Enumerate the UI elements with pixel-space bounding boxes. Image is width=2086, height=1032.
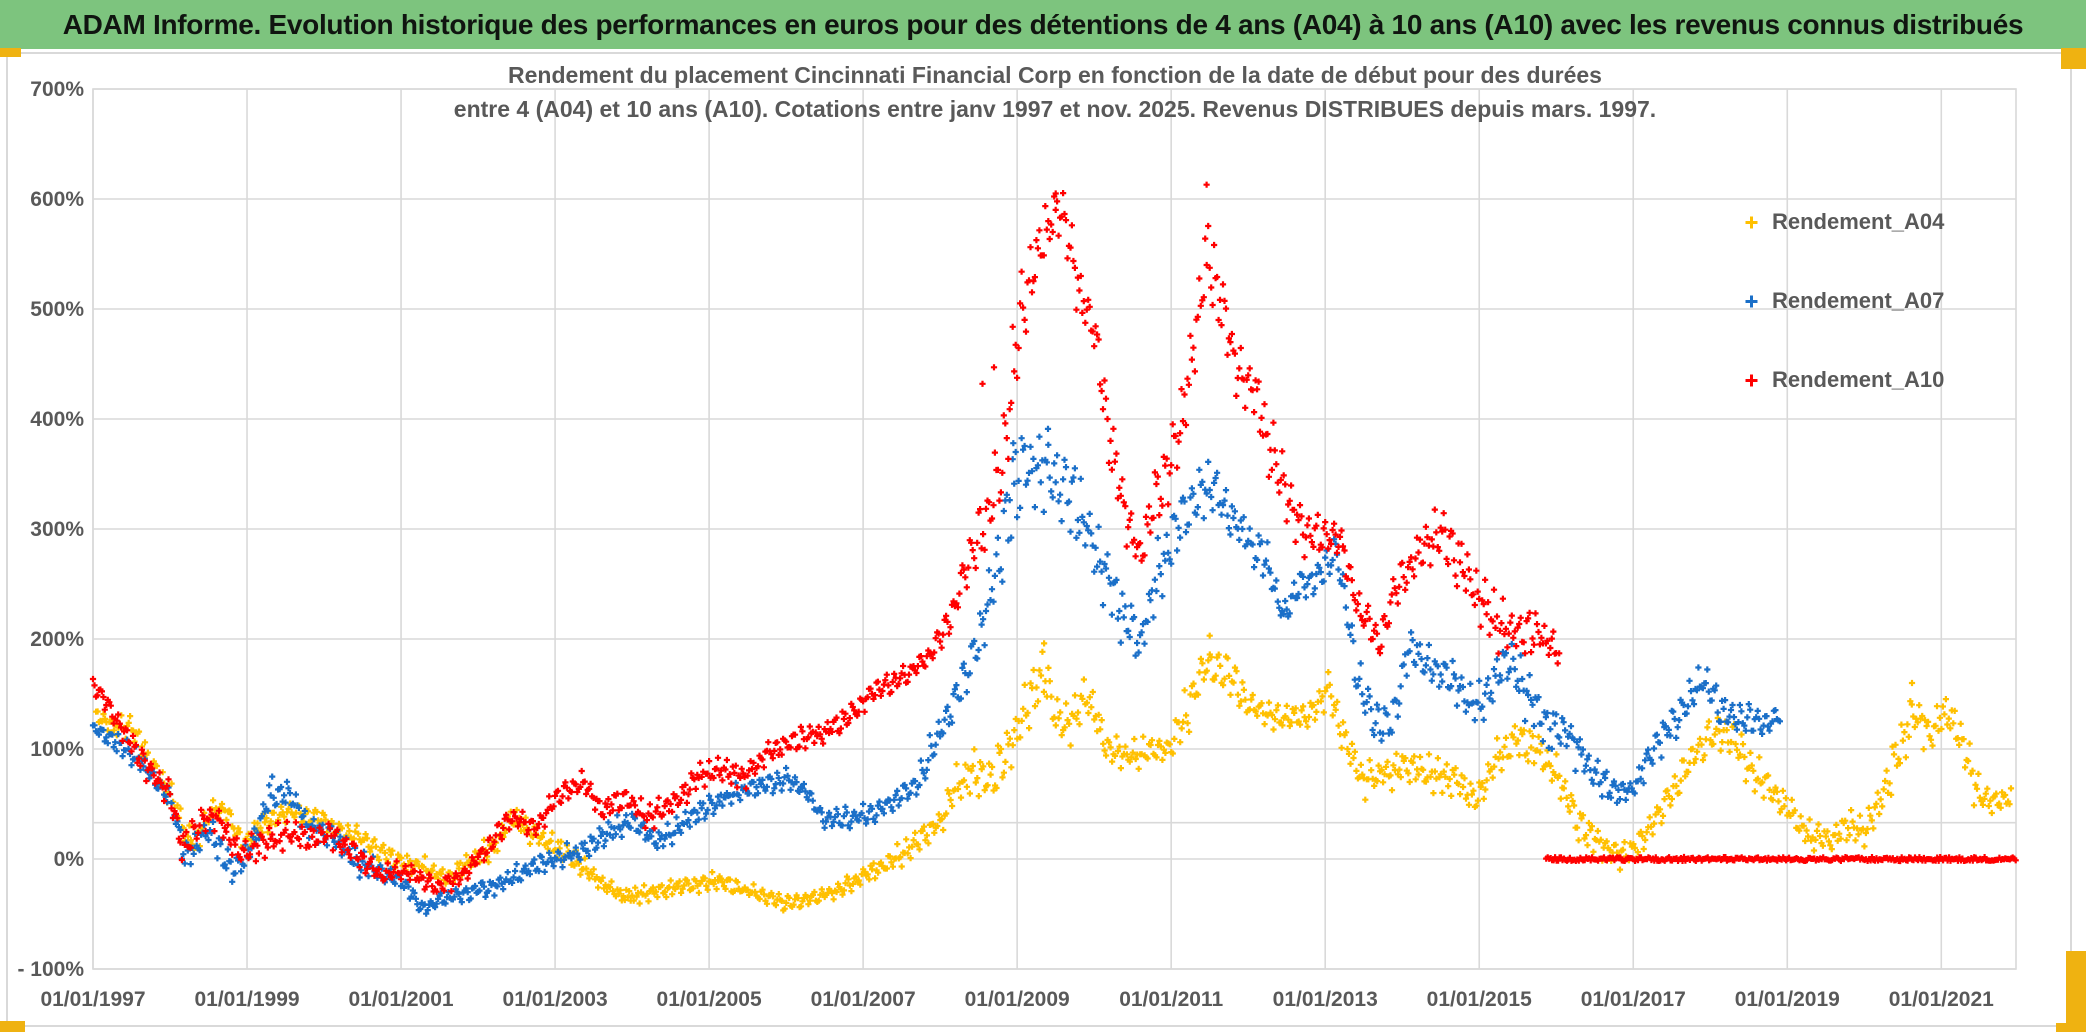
x-tick-label: 01/01/2001 <box>348 988 453 1011</box>
legend: Rendement_A04 Rendement_A07 Rendement_A1… <box>1744 206 1944 396</box>
y-tick-label: 0% <box>54 848 85 871</box>
legend-item-a07: Rendement_A07 <box>1744 285 1944 317</box>
page-title: ADAM Informe. Evolution historique des p… <box>62 8 2024 40</box>
plus-marker-icon <box>1745 216 1758 228</box>
accent-top-right <box>2061 48 2086 69</box>
y-tick-label: 300% <box>30 518 84 541</box>
legend-label-a07: Rendement_A07 <box>1772 288 1945 313</box>
accent-bottom-left <box>0 1021 25 1032</box>
series-points-rendement_a04 <box>93 632 2015 914</box>
x-tick-label: 01/01/2003 <box>503 988 608 1011</box>
x-tick-label: 01/01/2009 <box>965 988 1070 1011</box>
x-tick-label: 01/01/2011 <box>1119 988 1223 1011</box>
header-bar: ADAM Informe. Evolution historique des p… <box>0 0 2086 49</box>
plus-marker-icon <box>1745 374 1758 386</box>
x-tick-label: 01/01/2013 <box>1273 988 1378 1011</box>
legend-label-a10: Rendement_A10 <box>1772 367 1945 392</box>
x-tick-label: 01/01/2019 <box>1735 988 1840 1011</box>
accent-bottom-right-vertical <box>2066 951 2086 1032</box>
legend-label-a04: Rendement_A04 <box>1772 209 1945 234</box>
y-tick-label: 100% <box>30 738 84 761</box>
plot-border <box>92 88 2017 970</box>
x-tick-label: 01/01/2017 <box>1581 988 1686 1011</box>
x-tick-label: 01/01/1997 <box>40 988 145 1011</box>
x-tick-label: 01/01/1999 <box>194 988 299 1011</box>
legend-item-a10: Rendement_A10 <box>1744 364 1944 396</box>
accent-top-left <box>0 48 21 57</box>
y-tick-label: 700% <box>30 78 84 101</box>
y-tick-label: 600% <box>30 188 84 211</box>
y-tick-label: 500% <box>30 298 84 321</box>
x-tick-label: 01/01/2015 <box>1427 988 1532 1011</box>
series-points-rendement_a07 <box>89 425 1783 917</box>
y-tick-label: 200% <box>30 628 84 651</box>
chart-title-line2: entre 4 (A04) et 10 ans (A10). Cotations… <box>453 96 1657 122</box>
y-tick-label: 400% <box>30 408 84 431</box>
accent-bottom-right-horizontal <box>2056 1023 2086 1032</box>
x-tick-label: 01/01/2007 <box>811 988 916 1011</box>
y-tick-label: - 100% <box>17 958 84 981</box>
x-tick-label: 01/01/2005 <box>657 988 762 1011</box>
legend-item-a04: Rendement_A04 <box>1744 206 1944 238</box>
chart-title-line1: Rendement du placement Cincinnati Financ… <box>508 62 1602 88</box>
series-points-rendement_a10 <box>89 181 2019 895</box>
x-tick-label: 01/01/2021 <box>1889 988 1994 1011</box>
plus-marker-icon <box>1745 295 1758 307</box>
